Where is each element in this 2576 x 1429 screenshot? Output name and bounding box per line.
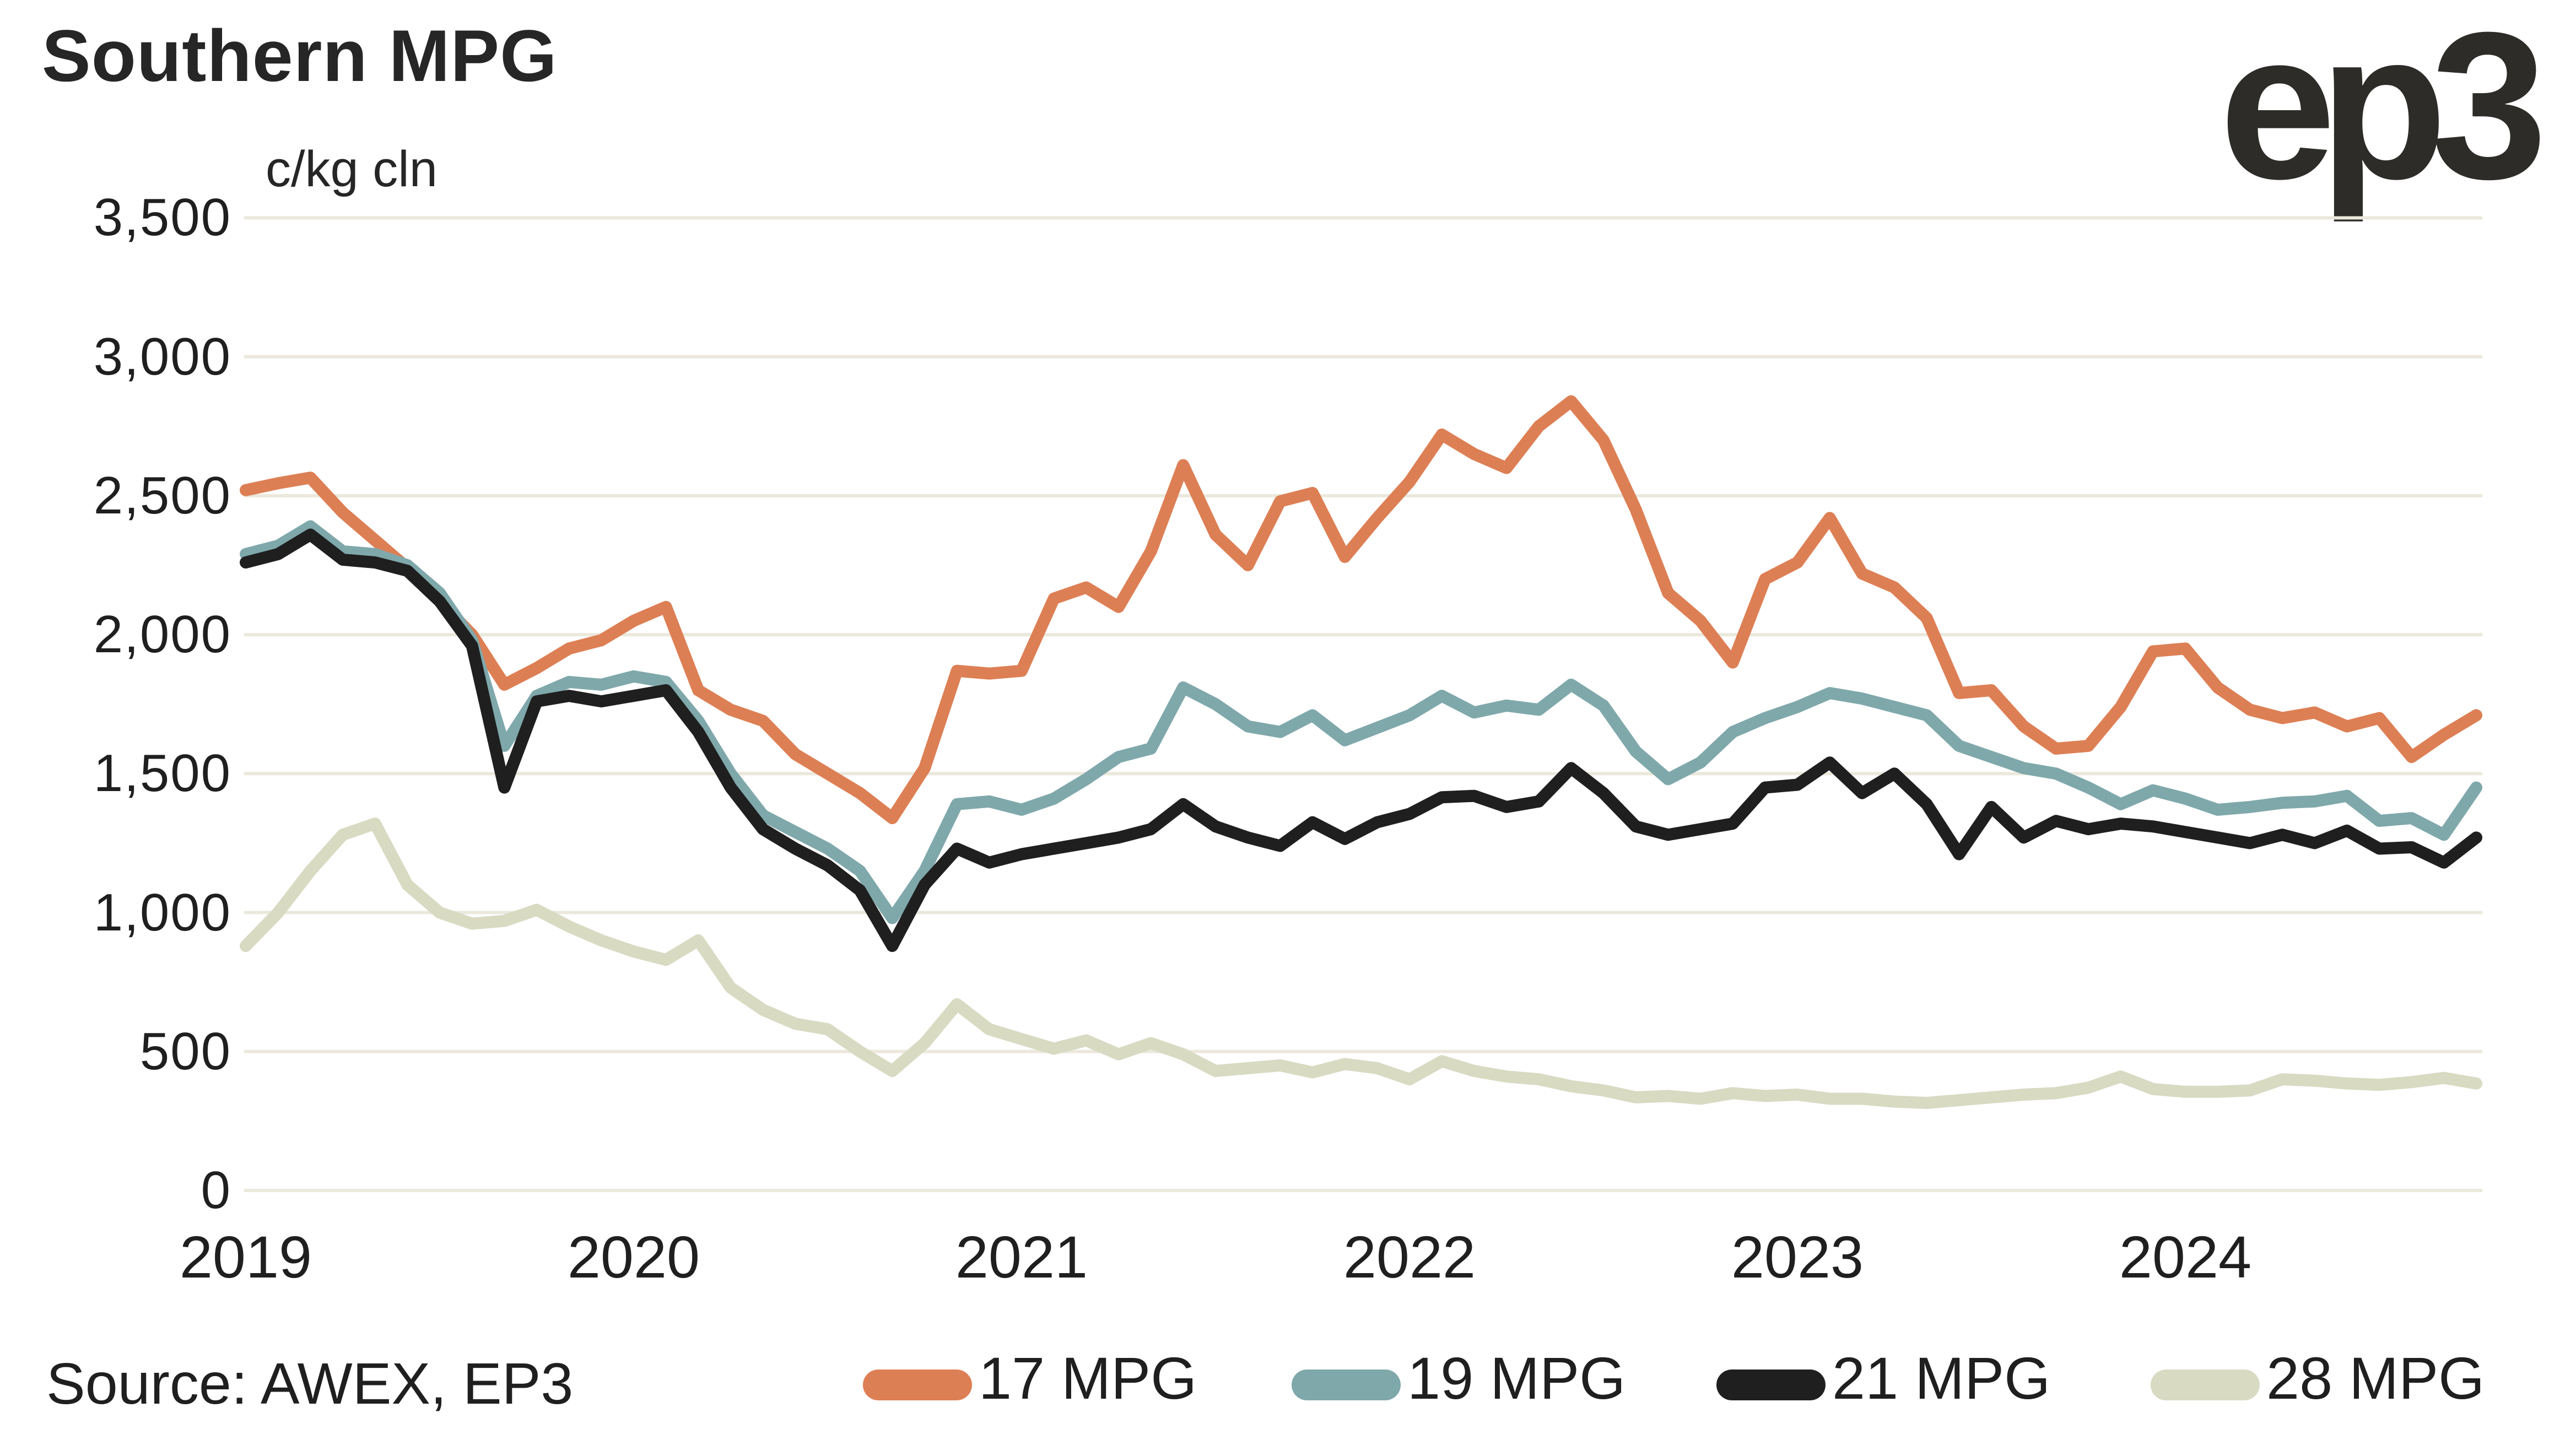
y-tick-label-0: 0 (201, 1161, 231, 1220)
series-line-19-mpg (240, 520, 2482, 924)
page-title: Southern MPG (42, 15, 558, 97)
legend-swatch-19-mpg (1292, 1370, 1401, 1400)
legend-swatch-21-mpg (1716, 1370, 1826, 1400)
x-tick-label-2024: 2024 (2119, 1224, 2252, 1290)
y-tick-label-2,500: 2,500 (93, 465, 231, 525)
x-tick-label-2023: 2023 (1731, 1224, 1864, 1290)
x-tick-label-2021: 2021 (955, 1224, 1088, 1290)
series-line-21-mpg (240, 528, 2482, 952)
legend-label-17-mpg: 17 MPG (979, 1345, 1197, 1411)
y-tick-label-3,000: 3,000 (93, 327, 231, 386)
legend-label-21-mpg: 21 MPG (1832, 1345, 2051, 1411)
legend-label-19-mpg: 19 MPG (1407, 1345, 1626, 1411)
x-tick-label-2020: 2020 (567, 1224, 700, 1290)
source-note: Source: AWEX, EP3 (46, 1351, 574, 1416)
x-tick-label-2019: 2019 (179, 1224, 312, 1290)
y-axis-unit-label: c/kg cln (266, 141, 438, 197)
x-tick-label-2022: 2022 (1343, 1224, 1476, 1290)
y-tick-label-2,000: 2,000 (93, 605, 231, 664)
legend-swatch-28-mpg (2151, 1370, 2260, 1400)
y-tick-label-1,000: 1,000 (93, 883, 231, 942)
y-tick-label-3,500: 3,500 (93, 188, 231, 247)
series-line-17-mpg (240, 395, 2482, 825)
y-tick-label-1,500: 1,500 (93, 744, 231, 803)
legend-swatch-17-mpg (863, 1370, 972, 1400)
series-line-28-mpg (240, 818, 2482, 1109)
y-tick-label-500: 500 (139, 1021, 231, 1081)
ep3-logo: ep3 (2219, 0, 2547, 223)
legend-label-28-mpg: 28 MPG (2266, 1345, 2485, 1411)
